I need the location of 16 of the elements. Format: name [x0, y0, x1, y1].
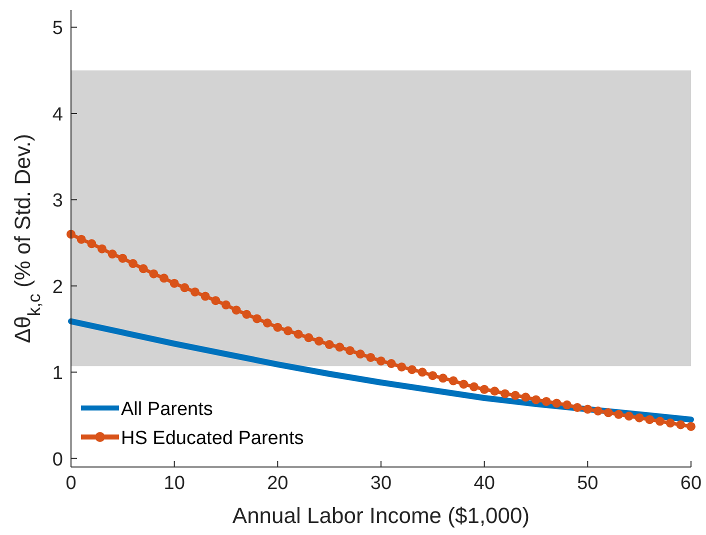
x-tick-label: 10: [164, 473, 185, 494]
y-tick-label: 4: [52, 104, 64, 126]
y-tick-label: 0: [52, 449, 63, 470]
x-tick-label: 60: [680, 473, 702, 494]
x-tick-label: 30: [370, 473, 392, 494]
y-tick-label: 5: [52, 18, 63, 40]
x-axis-title: Annual Labor Income ($1,000): [232, 503, 530, 528]
legend-label: HS Educated Parents: [121, 428, 304, 449]
x-tick-label: 40: [474, 473, 495, 494]
x-tick-label: 0: [66, 473, 76, 494]
legend-label: All Parents: [121, 399, 213, 420]
y-tick-label: 2: [52, 276, 63, 298]
y-tick-label: 3: [52, 190, 63, 212]
x-tick-label: 20: [267, 473, 288, 494]
y-tick-label: 1: [52, 363, 63, 384]
x-tick-label: 50: [577, 473, 598, 494]
